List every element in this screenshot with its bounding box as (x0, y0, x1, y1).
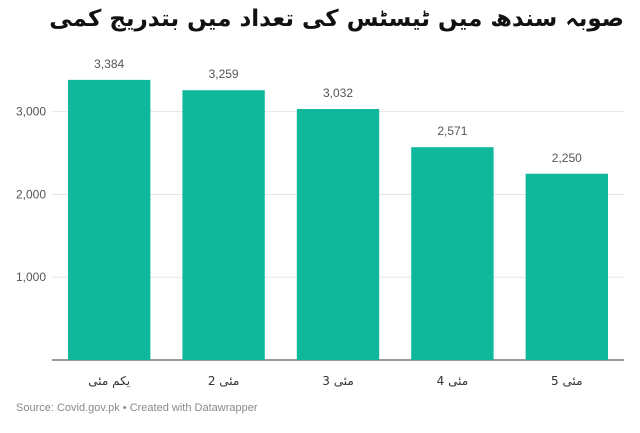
x-tick-label: مئی 4 (437, 374, 469, 388)
chart-title: صوبہ سندھ میں ٹیسٹس کی تعداد میں بتدریج … (49, 6, 624, 32)
bar-5 (525, 173, 608, 360)
bar-1 (68, 79, 151, 360)
bar-4 (411, 147, 494, 360)
x-tick-label: یکم مئی (88, 374, 130, 388)
bar-3 (296, 109, 380, 360)
data-label: 3,032 (323, 86, 353, 100)
data-label: 3,259 (209, 67, 239, 81)
x-tick-label: مئی 5 (551, 374, 583, 388)
data-label: 2,250 (552, 151, 582, 165)
y-tick-label: 1,000 (16, 270, 46, 284)
data-label: 3,384 (94, 57, 124, 71)
x-tick-label: مئی 2 (208, 374, 240, 388)
bars (68, 79, 608, 360)
y-tick-label: 3,000 (16, 105, 46, 119)
labels: 1,000 2,000 3,000 3,384 یکم مئی 3,259 مئی 2 3,0… (16, 57, 583, 388)
data-label: 2,571 (437, 124, 467, 138)
bar-2 (182, 90, 265, 360)
y-tick-label: 2,000 (16, 187, 46, 201)
source-note: Source: Covid.gov.pk • Created with Data… (16, 402, 258, 414)
x-tick-label: مئی 3 (322, 374, 354, 388)
